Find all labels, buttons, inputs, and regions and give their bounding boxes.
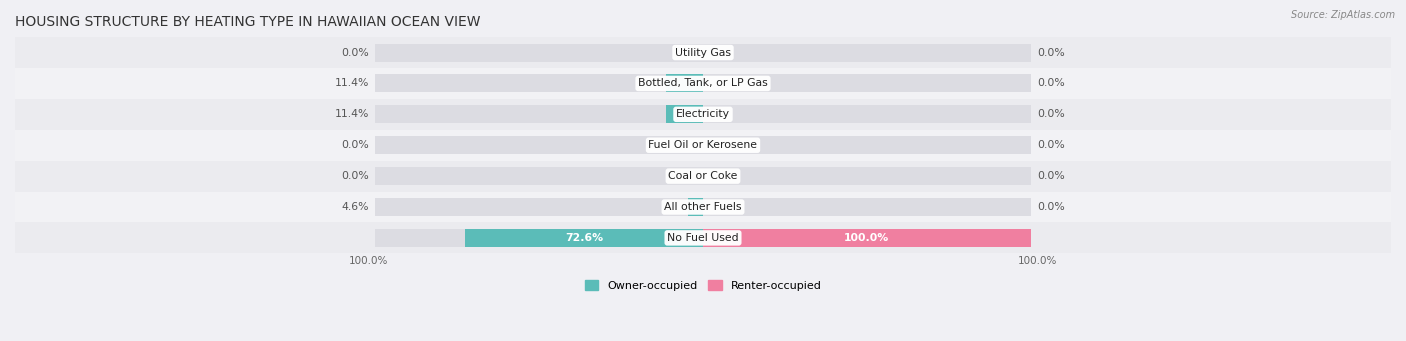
Text: Electricity: Electricity <box>676 109 730 119</box>
Text: 0.0%: 0.0% <box>1038 78 1064 88</box>
Bar <box>15 130 1391 161</box>
Bar <box>15 222 1391 253</box>
Text: All other Fuels: All other Fuels <box>664 202 742 212</box>
Legend: Owner-occupied, Renter-occupied: Owner-occupied, Renter-occupied <box>581 276 825 295</box>
Text: 0.0%: 0.0% <box>1038 140 1064 150</box>
Text: Utility Gas: Utility Gas <box>675 47 731 58</box>
Bar <box>375 229 703 247</box>
Bar <box>703 105 1031 123</box>
Bar <box>665 105 703 123</box>
Bar <box>15 192 1391 222</box>
Bar <box>703 229 1031 247</box>
Bar <box>375 198 703 216</box>
Bar <box>703 198 1031 216</box>
Text: 4.6%: 4.6% <box>342 202 368 212</box>
Text: 100.0%: 100.0% <box>844 233 890 243</box>
Bar <box>703 136 1031 154</box>
Bar <box>665 74 703 92</box>
Text: 0.0%: 0.0% <box>342 47 368 58</box>
Text: 0.0%: 0.0% <box>342 140 368 150</box>
Text: 11.4%: 11.4% <box>335 78 368 88</box>
Text: 0.0%: 0.0% <box>342 171 368 181</box>
Bar <box>375 136 703 154</box>
Bar <box>375 44 703 61</box>
Bar <box>15 68 1391 99</box>
Bar <box>465 229 703 247</box>
Text: Source: ZipAtlas.com: Source: ZipAtlas.com <box>1291 10 1395 20</box>
Bar <box>375 167 703 185</box>
Text: 0.0%: 0.0% <box>1038 109 1064 119</box>
Text: No Fuel Used: No Fuel Used <box>668 233 738 243</box>
Bar <box>15 99 1391 130</box>
Bar <box>375 105 703 123</box>
Text: Bottled, Tank, or LP Gas: Bottled, Tank, or LP Gas <box>638 78 768 88</box>
Text: 11.4%: 11.4% <box>335 109 368 119</box>
Text: Fuel Oil or Kerosene: Fuel Oil or Kerosene <box>648 140 758 150</box>
Bar <box>703 44 1031 61</box>
Text: Coal or Coke: Coal or Coke <box>668 171 738 181</box>
Text: 0.0%: 0.0% <box>1038 171 1064 181</box>
Bar <box>15 161 1391 192</box>
Text: 0.0%: 0.0% <box>1038 202 1064 212</box>
Text: HOUSING STRUCTURE BY HEATING TYPE IN HAWAIIAN OCEAN VIEW: HOUSING STRUCTURE BY HEATING TYPE IN HAW… <box>15 15 481 29</box>
Text: 0.0%: 0.0% <box>1038 47 1064 58</box>
Bar <box>688 198 703 216</box>
Text: 72.6%: 72.6% <box>565 233 603 243</box>
Bar <box>703 74 1031 92</box>
Bar <box>703 167 1031 185</box>
Bar <box>15 37 1391 68</box>
Bar <box>375 74 703 92</box>
Bar <box>703 229 1031 247</box>
